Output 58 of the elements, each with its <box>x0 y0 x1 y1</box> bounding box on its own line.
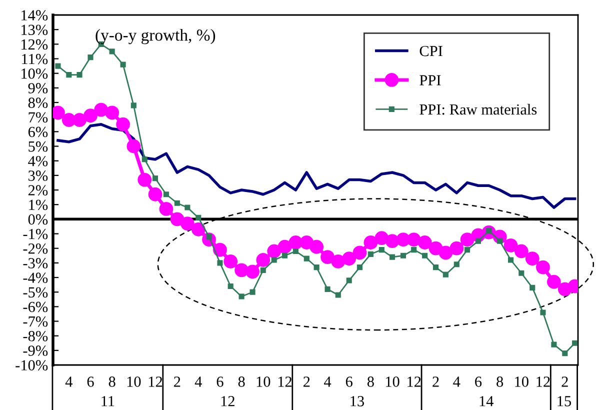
y-tick-label: 5% <box>28 141 48 152</box>
x-tick-label: 4 <box>194 376 202 387</box>
text: (y-o-y growth, %) <box>96 29 216 44</box>
y-tick-label: -8% <box>23 330 48 342</box>
x-tick-label: 10 <box>386 376 400 387</box>
x-tick-label: 12 <box>536 376 550 387</box>
x-tick-label: 2 <box>432 376 439 387</box>
y-tick-label: -2% <box>23 243 48 254</box>
y-tick-label: 1% <box>29 200 48 210</box>
x-tick-label: 4 <box>324 376 332 387</box>
y-tick-label: 8% <box>28 98 48 108</box>
y-tick-label: 14% <box>21 10 48 20</box>
x-tick-label: 12 <box>278 376 292 387</box>
x-tick-label: 6 <box>475 376 482 387</box>
y-tick-label: 13% <box>21 24 48 36</box>
y-tick-label: 2% <box>28 185 48 196</box>
x-tick-label: 10 <box>515 376 528 387</box>
y-tick-label: -6% <box>23 302 48 312</box>
y-tick-label: 9% <box>28 83 48 94</box>
y-tick-label: -9% <box>23 346 48 356</box>
x-tick-label: 8 <box>367 376 374 387</box>
x-tick-label: 6 <box>87 376 94 387</box>
legend-label: CPI <box>420 46 442 56</box>
x-tick-label: 12 <box>148 376 162 387</box>
x-tick-label: 4 <box>65 376 72 387</box>
y-tick-label: 4% <box>28 156 48 166</box>
text: 11 <box>102 396 114 406</box>
text: 12 <box>221 396 234 406</box>
x-tick-label: 2 <box>174 376 180 387</box>
y-tick-label: 7% <box>28 112 48 123</box>
legend-label: PPI <box>420 75 441 86</box>
y-tick-label: 3% <box>28 170 48 181</box>
x-tick-label: 6 <box>346 376 352 387</box>
y-tick-label: -3% <box>23 258 48 268</box>
text: 13 <box>350 396 364 406</box>
x-tick-label: 2 <box>304 376 310 387</box>
x-tick-label: 8 <box>238 376 245 387</box>
y-tick-label: -5% <box>23 287 48 298</box>
y-tick-label: 11% <box>22 54 48 64</box>
x-tick-label: 12 <box>408 376 421 387</box>
x-tick-label: 8 <box>496 376 504 387</box>
text: 14 <box>480 396 494 406</box>
x-tick-label: 2 <box>562 376 568 387</box>
y-tick-label: -10% <box>16 360 48 370</box>
y-tick-label: -4% <box>23 272 48 283</box>
legend-label: PPI: Raw materials <box>420 104 537 115</box>
x-tick-label: 8 <box>108 376 116 387</box>
y-tick-label: 6% <box>28 126 48 138</box>
text: 15 <box>558 396 572 406</box>
y-tick-label: 12% <box>21 39 48 50</box>
x-tick-label: 4 <box>453 376 460 387</box>
y-tick-label: -7% <box>23 316 48 327</box>
y-tick-label: 0% <box>28 214 48 225</box>
y-tick-label: 10% <box>21 68 48 79</box>
x-tick-label: 10 <box>256 376 270 387</box>
y-tick-label: -1% <box>23 228 48 240</box>
x-tick-label: 10 <box>127 376 141 387</box>
x-tick-label: 6 <box>216 376 224 387</box>
